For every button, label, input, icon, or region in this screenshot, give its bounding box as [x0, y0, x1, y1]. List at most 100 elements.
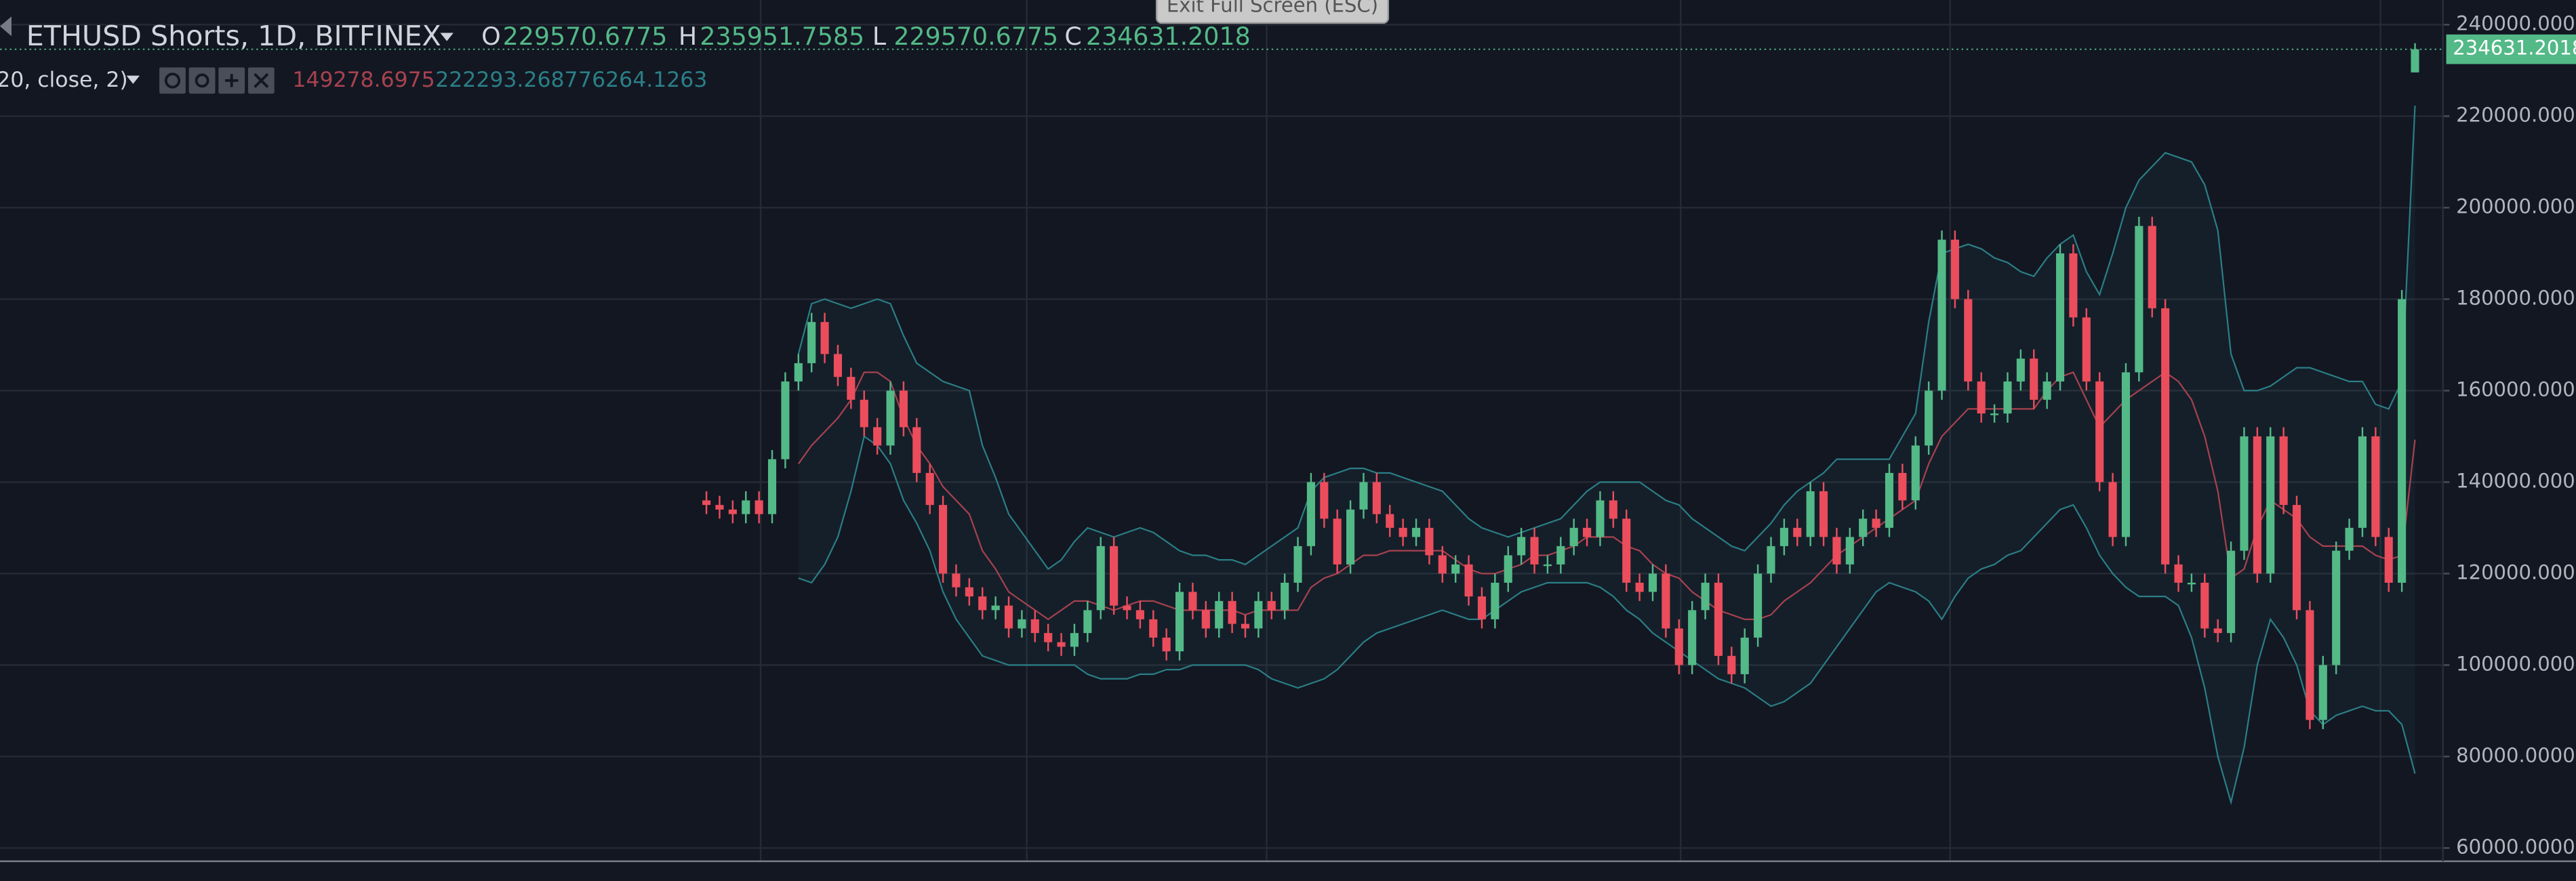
last-price-tag: [2446, 34, 2576, 64]
candle-body: [860, 399, 868, 428]
candle-body: [1806, 491, 1815, 537]
candle-body: [1714, 582, 1723, 656]
candle-body: [1241, 623, 1250, 629]
candle-body: [1004, 605, 1013, 629]
symbol-dropdown[interactable]: [440, 33, 454, 41]
candle-body: [1648, 573, 1657, 592]
ohlc-legend: O 229570.6775 H 235951.7585 L 229570.6775 C 234…: [481, 22, 1251, 51]
indicator-value: 76264.1263: [578, 68, 707, 92]
candle-body: [2161, 308, 2170, 565]
band-basis: [797, 371, 2416, 621]
candle-body: [1977, 381, 1986, 414]
candle-body: [1451, 564, 1460, 574]
grid-layer: [0, 24, 2443, 849]
candle-body: [1057, 642, 1066, 647]
ohlc-key: O: [481, 22, 501, 51]
candle-body: [833, 354, 843, 377]
ohlc-value: 229570.6775: [893, 22, 1058, 51]
candle-body: [1306, 482, 1315, 546]
y-tick-label: 100000.0000: [2456, 652, 2576, 675]
candle-body: [2095, 381, 2104, 483]
y-tick-label: 180000.0000: [2456, 286, 2576, 309]
candle-body: [1491, 582, 1500, 619]
y-tick-label: 200000.0000: [2456, 194, 2576, 218]
candle-body: [912, 427, 921, 473]
candle-body: [807, 322, 816, 363]
candle-body: [2213, 628, 2222, 634]
candle-body: [1583, 527, 1592, 537]
candle-body: [1767, 546, 1775, 574]
candle-body: [742, 500, 750, 514]
candle-body: [767, 459, 777, 514]
last-price-label: 234631.2018: [2453, 37, 2576, 60]
candle-body: [1911, 445, 1920, 501]
ohlc-key: H: [679, 22, 697, 51]
candle-body: [820, 322, 829, 354]
candle-body: [965, 587, 973, 597]
candle-body: [2108, 482, 2117, 537]
candle-body: [1859, 518, 1868, 537]
candle-body: [1135, 610, 1144, 619]
candle-body: [1044, 633, 1053, 642]
candle-body: [2358, 436, 2367, 528]
candle-body: [1425, 527, 1434, 556]
candle-body: [925, 472, 934, 506]
candle-body: [1411, 527, 1421, 537]
candle-body: [991, 605, 1000, 611]
candle-body: [1779, 527, 1788, 546]
candle-body: [1281, 582, 1289, 611]
candle-body: [2042, 381, 2051, 400]
candle-body: [1688, 610, 1697, 665]
candle-body: [2069, 253, 2078, 318]
candle-body: [1885, 472, 1894, 528]
candle-body: [939, 505, 948, 574]
candle-body: [2253, 436, 2261, 574]
candle-body: [1070, 633, 1079, 647]
candle-body: [2345, 527, 2354, 551]
y-tick-label: 220000.0000: [2456, 103, 2576, 126]
candle-body: [1754, 573, 1763, 638]
candle-body: [1793, 527, 1802, 537]
candle-body: [702, 500, 711, 506]
candle-body: [1188, 592, 1197, 611]
candle-body: [2016, 358, 2025, 382]
ohlc-key: C: [1064, 22, 1081, 51]
candle-body: [1898, 472, 1907, 501]
exit-fullscreen-button[interactable]: [1155, 0, 1390, 24]
candle-body: [2030, 358, 2038, 400]
symbol-title[interactable]: ETHUSD Shorts, 1D, BITFINEX: [26, 20, 441, 52]
candle-body: [1438, 555, 1447, 574]
candle-body: [952, 573, 961, 588]
candle-body: [2318, 665, 2327, 720]
candle-body: [1701, 582, 1710, 611]
indicator-dropdown[interactable]: [126, 75, 140, 84]
y-tick-label: 80000.0000: [2456, 743, 2575, 766]
candle-body: [2082, 317, 2091, 382]
candle-body: [886, 390, 895, 446]
candle-body: [2240, 436, 2249, 551]
candle-body: [1622, 518, 1631, 583]
indicator-value: 222293.2687: [435, 68, 578, 92]
candle-body: [2200, 582, 2209, 629]
candle-body: [1175, 592, 1184, 652]
candle-body: [1925, 390, 1933, 446]
exit-fullscreen-label[interactable]: Exit Full Screen (ESC): [1167, 0, 1378, 17]
candle-body: [1346, 509, 1355, 565]
candle-body: [1517, 537, 1526, 556]
candle-body: [2384, 537, 2393, 583]
candle-body: [1504, 555, 1512, 583]
candle-body: [1228, 600, 1236, 624]
candle-body: [1149, 619, 1158, 638]
candle-body: [1937, 239, 1946, 391]
icon-visibility[interactable]: [159, 67, 186, 94]
candle-body: [1596, 500, 1605, 537]
candle-body: [1201, 610, 1210, 629]
icon-settings[interactable]: [188, 67, 216, 94]
candle-body: [1267, 600, 1276, 611]
candle-body: [2292, 505, 2301, 611]
y-tick-label: 160000.0000: [2456, 377, 2576, 401]
ohlc-value: 229570.6775: [503, 22, 668, 51]
collapse-arrow[interactable]: [0, 16, 12, 37]
